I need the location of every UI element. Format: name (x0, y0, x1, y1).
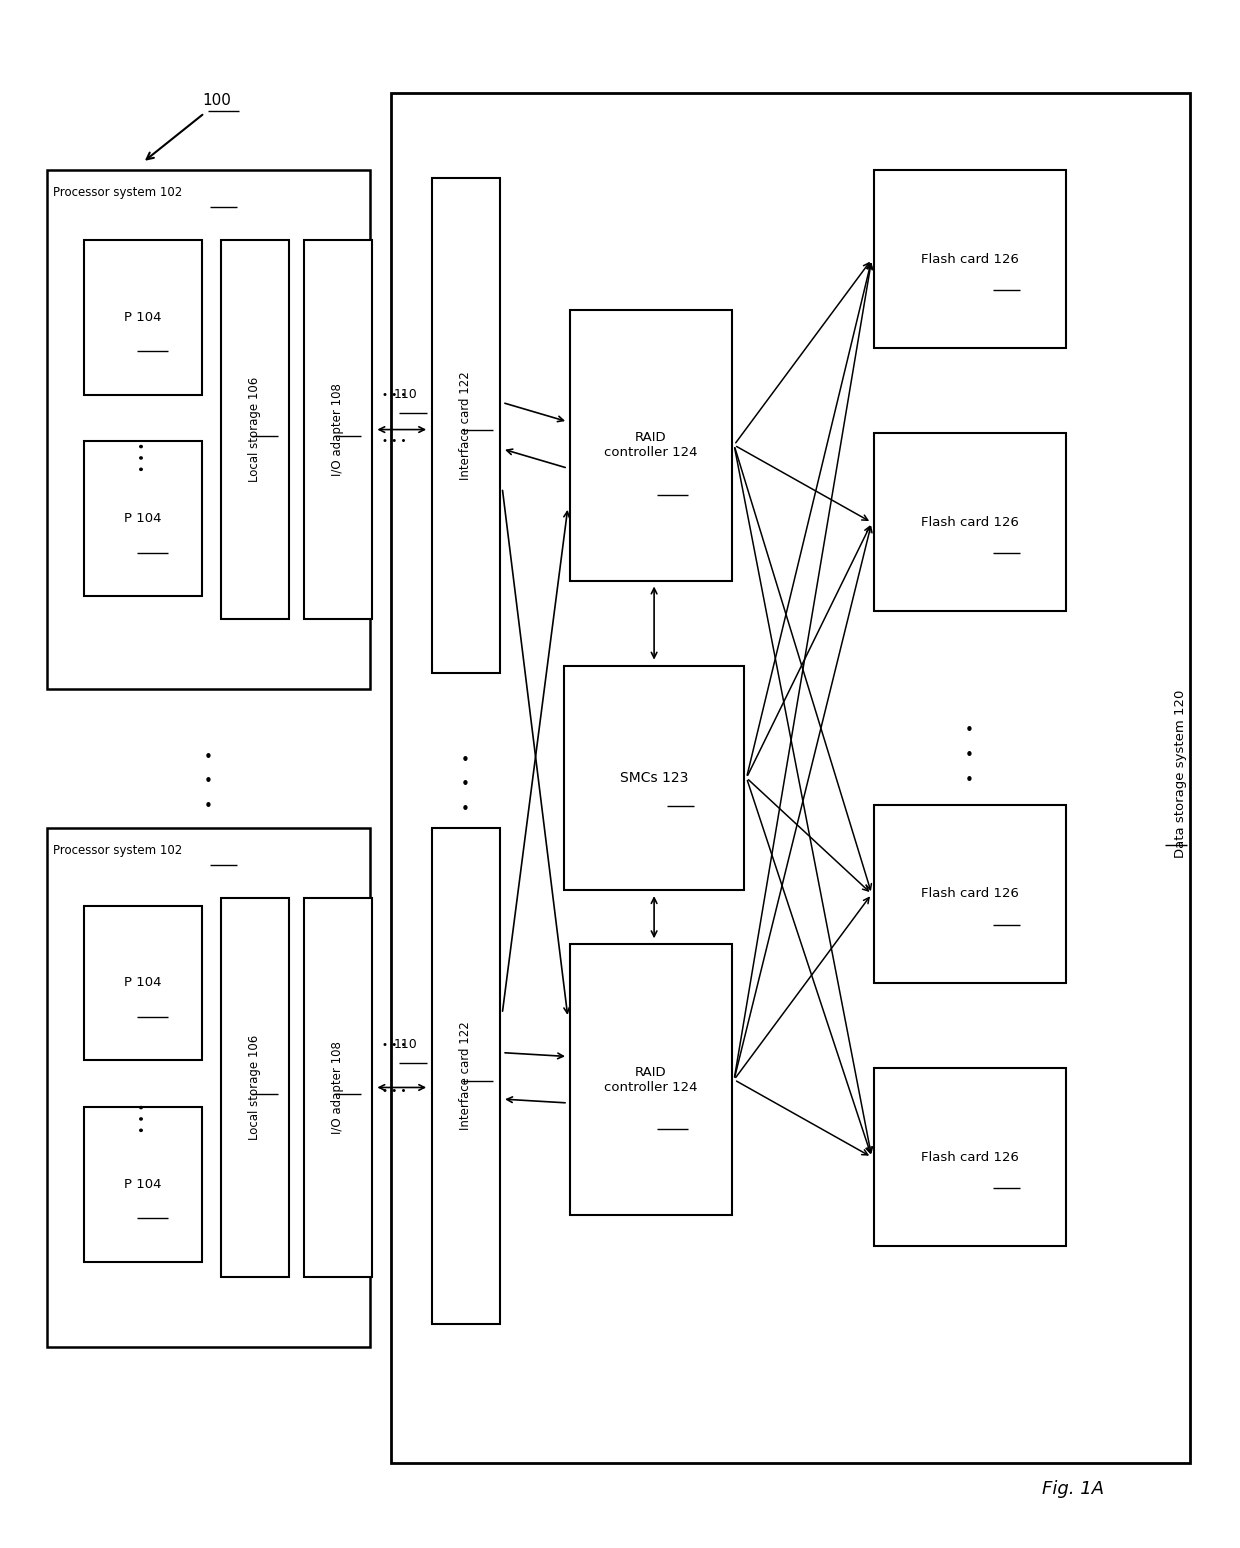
Bar (47, 828, 370, 1347)
Text: 100: 100 (202, 93, 232, 108)
Bar (874, 805, 1066, 983)
Text: Interface card 122: Interface card 122 (459, 1022, 472, 1130)
Bar (221, 240, 289, 619)
Text: Data storage system 120: Data storage system 120 (1174, 690, 1187, 858)
Text: I/O adapter 108: I/O adapter 108 (331, 1042, 345, 1133)
Text: P 104: P 104 (124, 1178, 162, 1190)
Bar (221, 898, 289, 1277)
Text: 110: 110 (393, 389, 418, 401)
Text: • • •: • • • (382, 1040, 407, 1050)
Bar (84, 441, 202, 596)
Text: P 104: P 104 (124, 512, 162, 525)
Bar (84, 1107, 202, 1262)
Text: Interface card 122: Interface card 122 (459, 372, 472, 480)
Text: • • •: • • • (138, 1102, 150, 1133)
Bar (874, 433, 1066, 611)
Text: RAID
controller 124: RAID controller 124 (604, 430, 698, 460)
Text: • • •: • • • (382, 1087, 407, 1096)
Bar (391, 93, 1190, 1463)
Text: RAID
controller 124: RAID controller 124 (604, 1065, 698, 1094)
Text: 110: 110 (393, 1039, 418, 1051)
Bar (432, 828, 500, 1324)
Bar (570, 310, 732, 580)
Text: •
•
•: • • • (965, 723, 975, 788)
Text: SMCs 123: SMCs 123 (620, 771, 688, 785)
Bar (47, 170, 370, 689)
Text: Processor system 102: Processor system 102 (53, 844, 182, 856)
Bar (84, 240, 202, 395)
Text: P 104: P 104 (124, 977, 162, 989)
Text: Processor system 102: Processor system 102 (53, 186, 182, 198)
Text: • • •: • • • (382, 437, 407, 446)
Bar (874, 170, 1066, 348)
Bar (432, 178, 500, 673)
Text: P 104: P 104 (124, 311, 162, 324)
Text: • • •: • • • (138, 441, 150, 472)
Text: Local storage 106: Local storage 106 (248, 1036, 262, 1139)
Bar (84, 906, 202, 1060)
Bar (564, 666, 744, 890)
Text: Fig. 1A: Fig. 1A (1042, 1480, 1104, 1498)
Bar (304, 240, 372, 619)
Text: Flash card 126: Flash card 126 (921, 515, 1019, 529)
Text: Local storage 106: Local storage 106 (248, 378, 262, 481)
Bar (304, 898, 372, 1277)
Bar (874, 1068, 1066, 1246)
Text: Flash card 126: Flash card 126 (921, 1150, 1019, 1164)
Text: • • •: • • • (382, 390, 407, 399)
Text: Flash card 126: Flash card 126 (921, 887, 1019, 901)
Text: I/O adapter 108: I/O adapter 108 (331, 384, 345, 475)
Bar (570, 944, 732, 1215)
Text: •
•
•: • • • (203, 749, 213, 814)
Text: Flash card 126: Flash card 126 (921, 252, 1019, 266)
Text: •
•
•: • • • (460, 752, 470, 817)
